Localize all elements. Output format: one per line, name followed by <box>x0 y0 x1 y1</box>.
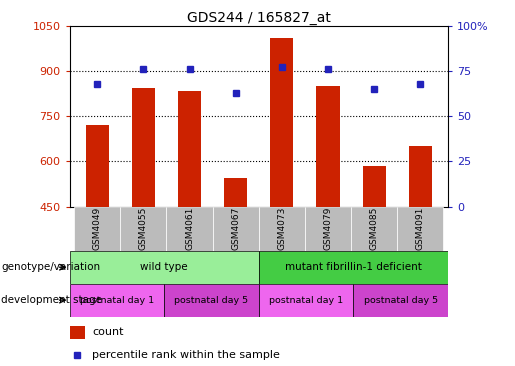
Text: GSM4055: GSM4055 <box>139 207 148 250</box>
Bar <box>121 207 166 251</box>
Bar <box>409 146 432 207</box>
Bar <box>353 284 448 317</box>
Bar <box>70 325 84 339</box>
Text: wild type: wild type <box>141 262 188 272</box>
Bar <box>74 207 121 251</box>
Text: GSM4079: GSM4079 <box>323 207 333 250</box>
Text: mutant fibrillin-1 deficient: mutant fibrillin-1 deficient <box>285 262 422 272</box>
Text: postnatal day 5: postnatal day 5 <box>364 296 438 305</box>
Text: GSM4049: GSM4049 <box>93 207 102 250</box>
Bar <box>270 38 294 207</box>
Bar <box>85 125 109 207</box>
Bar <box>70 284 164 317</box>
Text: count: count <box>92 327 124 337</box>
Text: GSM4061: GSM4061 <box>185 207 194 250</box>
Text: percentile rank within the sample: percentile rank within the sample <box>92 350 280 359</box>
Bar <box>224 178 247 207</box>
Bar <box>397 207 443 251</box>
Bar <box>70 251 259 284</box>
Text: GSM4091: GSM4091 <box>416 207 425 250</box>
Text: development stage: development stage <box>1 295 102 305</box>
Title: GDS244 / 165827_at: GDS244 / 165827_at <box>187 11 331 25</box>
Bar <box>363 166 386 207</box>
Bar <box>259 284 353 317</box>
Text: postnatal day 1: postnatal day 1 <box>80 296 154 305</box>
Bar <box>213 207 259 251</box>
Bar <box>351 207 397 251</box>
Bar <box>164 284 259 317</box>
Text: GSM4073: GSM4073 <box>278 207 286 250</box>
Text: GSM4085: GSM4085 <box>370 207 379 250</box>
Text: postnatal day 1: postnatal day 1 <box>269 296 343 305</box>
Bar <box>259 207 305 251</box>
Text: genotype/variation: genotype/variation <box>1 262 100 272</box>
Bar <box>305 207 351 251</box>
Bar <box>132 87 155 207</box>
Bar <box>317 86 339 207</box>
Bar <box>259 251 448 284</box>
Text: GSM4067: GSM4067 <box>231 207 240 250</box>
Bar <box>166 207 213 251</box>
Bar <box>178 90 201 207</box>
Text: postnatal day 5: postnatal day 5 <box>175 296 249 305</box>
